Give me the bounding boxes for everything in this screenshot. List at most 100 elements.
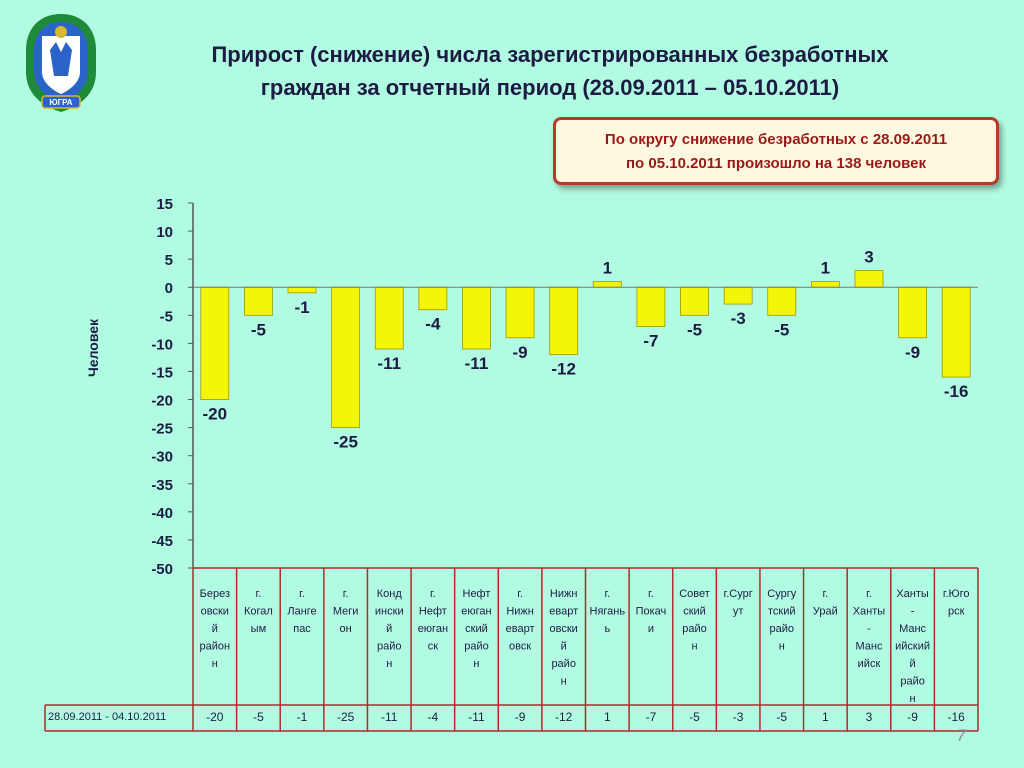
data-label: 1 [821, 259, 830, 278]
series-label: 28.09.2011 - 04.10.2011 [48, 711, 166, 723]
bar [854, 269, 884, 288]
category-label: Берез [200, 588, 230, 600]
data-label: -12 [551, 360, 576, 379]
summary-note-box: По округу снижение безработных с 28.09.2… [553, 117, 999, 185]
bar [810, 281, 840, 288]
data-label: 1 [603, 259, 612, 278]
bar [767, 286, 797, 316]
bar [680, 286, 709, 316]
category-label: н [910, 693, 916, 705]
category-label: овски [201, 606, 229, 618]
data-label: -9 [513, 343, 528, 362]
data-label: -5 [687, 320, 702, 339]
table-value: -20 [206, 710, 224, 724]
category-label: ск [428, 641, 439, 653]
category-label: рск [948, 606, 965, 618]
table-value: -5 [776, 710, 787, 724]
bar [244, 286, 273, 316]
y-tick-label: -15 [151, 364, 173, 381]
category-label: г. [430, 588, 436, 600]
category-label: г.Юго [943, 588, 970, 600]
category-label: Манс [855, 641, 882, 653]
data-label: -5 [251, 320, 266, 339]
category-label: Конд [377, 588, 403, 600]
y-tick-label: 5 [165, 252, 173, 269]
note-line-2: по 05.10.2011 произошло на 138 человек [626, 155, 926, 172]
category-label: - [867, 623, 871, 635]
y-tick-label: -10 [151, 336, 173, 353]
y-tick-label: -25 [151, 421, 173, 438]
category-label: Совет [679, 588, 710, 600]
category-label: н [561, 676, 567, 688]
category-label: пас [293, 623, 311, 635]
category-label: Нижн [506, 606, 534, 618]
y-tick-label: -40 [151, 505, 173, 522]
category-label: г. [822, 588, 828, 600]
y-tick-label: 0 [165, 280, 173, 297]
y-tick-label: -20 [151, 393, 173, 410]
category-label: ь [604, 623, 610, 635]
category-label: й [561, 641, 567, 653]
category-label: ински [375, 606, 404, 618]
table-value: -11 [468, 710, 485, 724]
category-label: Нижн [550, 588, 578, 600]
category-label: н [212, 658, 218, 670]
table-value: -5 [253, 710, 264, 724]
category-label: г. [517, 588, 523, 600]
category-label: Покач [636, 606, 667, 618]
category-label: овски [550, 623, 578, 635]
bar [374, 286, 404, 350]
category-label: Урай [813, 606, 838, 618]
category-label: еварт [506, 623, 535, 635]
category-label: и [648, 623, 654, 635]
table-value: 3 [866, 710, 873, 724]
data-label: 3 [864, 247, 873, 266]
slide-title: Прирост (снижение) числа зарегистрирован… [140, 38, 960, 104]
category-label: н [386, 658, 392, 670]
bar [331, 286, 361, 429]
bar [723, 286, 753, 305]
category-label: райо [377, 641, 402, 653]
category-label: Меги [333, 606, 359, 618]
title-line-2: граждан за отчетный период (28.09.2011 –… [260, 75, 840, 100]
table-value: -7 [646, 710, 657, 724]
category-label: он [340, 623, 352, 635]
y-tick-label: -50 [151, 561, 173, 578]
category-label: овск [509, 641, 531, 653]
bar [941, 286, 971, 378]
table-value: 1 [822, 710, 829, 724]
category-label: ут [733, 606, 744, 618]
table-value: -25 [337, 710, 355, 724]
data-label: -7 [643, 332, 658, 351]
y-tick-label: -45 [151, 533, 173, 550]
bar [200, 286, 230, 400]
y-tick-label: -30 [151, 449, 173, 466]
category-label: Нефт [419, 606, 447, 618]
category-label: н [691, 641, 697, 653]
bar [898, 286, 927, 339]
data-label: -1 [294, 298, 309, 317]
title-line-1: Прирост (снижение) числа зарегистрирован… [211, 42, 889, 67]
category-label: й [910, 658, 916, 670]
category-label: - [911, 606, 915, 618]
table-value: -16 [948, 710, 966, 724]
data-label: -11 [377, 354, 401, 373]
y-tick-label: -5 [160, 308, 173, 325]
table-value: 1 [604, 710, 611, 724]
category-label: Манс [899, 623, 926, 635]
category-label: райо [551, 658, 576, 670]
category-label: райо [464, 641, 489, 653]
table-value: -3 [733, 710, 744, 724]
category-label: райо [682, 623, 707, 635]
y-tick-label: 10 [156, 224, 173, 241]
bar [505, 286, 535, 339]
note-line-1: По округу снижение безработных с 28.09.2… [604, 131, 948, 148]
category-label: Ханты [853, 606, 886, 618]
category-label: ский [683, 606, 706, 618]
table-value: -12 [555, 710, 573, 724]
category-label: н [779, 641, 785, 653]
category-label: ым [251, 623, 266, 635]
data-label: -3 [731, 309, 746, 328]
category-label: г.Сург [724, 588, 753, 600]
